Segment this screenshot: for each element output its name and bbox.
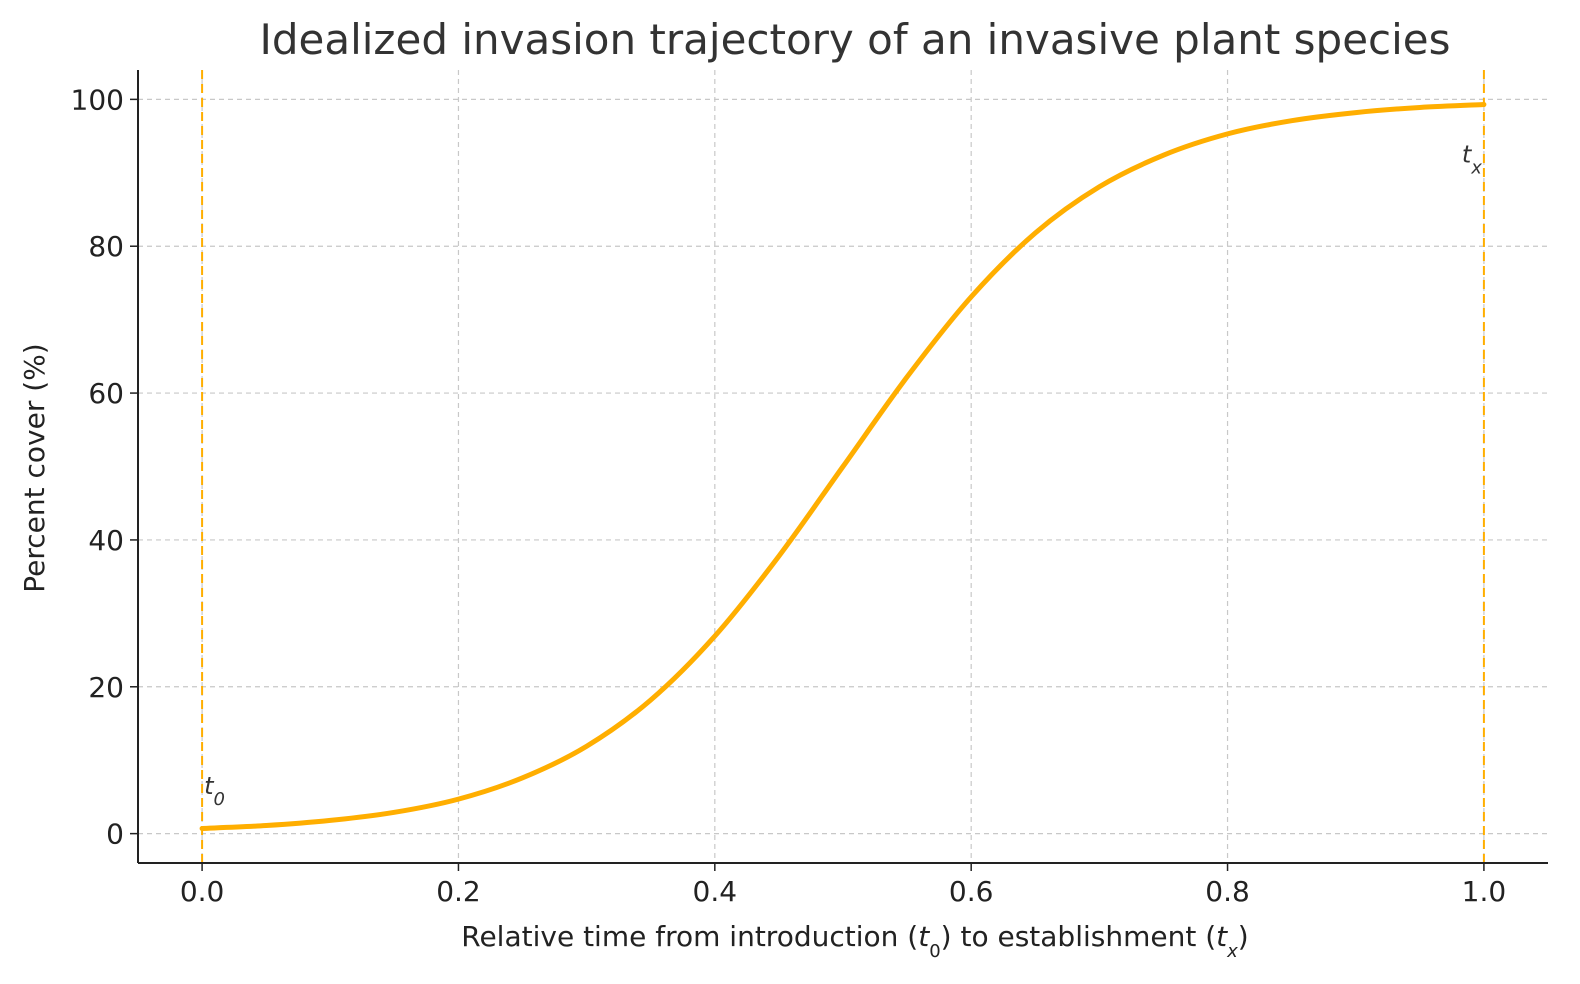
x-tick-label: 0.6: [949, 875, 994, 908]
y-tick-label: 60: [88, 377, 124, 410]
y-tick-label: 100: [71, 83, 124, 116]
y-tick-label: 80: [88, 230, 124, 263]
axes: [130, 70, 1548, 871]
x-tick-label: 0.2: [436, 875, 481, 908]
series-line: [199, 102, 1487, 831]
chart-title: Idealized invasion trajectory of an inva…: [259, 15, 1450, 64]
y-axis-label: Percent cover (%): [18, 343, 51, 592]
x-tick-label: 0.8: [1205, 875, 1250, 908]
annotation-tx: tx: [1462, 140, 1482, 178]
x-axis-label: Relative time from introduction (t0) to …: [461, 920, 1248, 962]
annotation-t0: t0: [204, 772, 225, 810]
x-tick-label: 1.0: [1462, 875, 1507, 908]
y-tick-label: 20: [88, 671, 124, 704]
y-tick-label: 0: [106, 818, 124, 851]
reference-lines: [201, 70, 1485, 863]
x-tick-label: 0.4: [693, 875, 738, 908]
tick-labels: 0.0 0.2 0.4 0.6 0.8 1.0 0 20 40 60 80 100: [71, 83, 1507, 908]
series-layer: [199, 102, 1487, 831]
annotations: t0 tx: [204, 140, 1482, 809]
x-tick-label: 0.0: [180, 875, 225, 908]
y-tick-label: 40: [88, 524, 124, 557]
grid: [138, 70, 1548, 863]
